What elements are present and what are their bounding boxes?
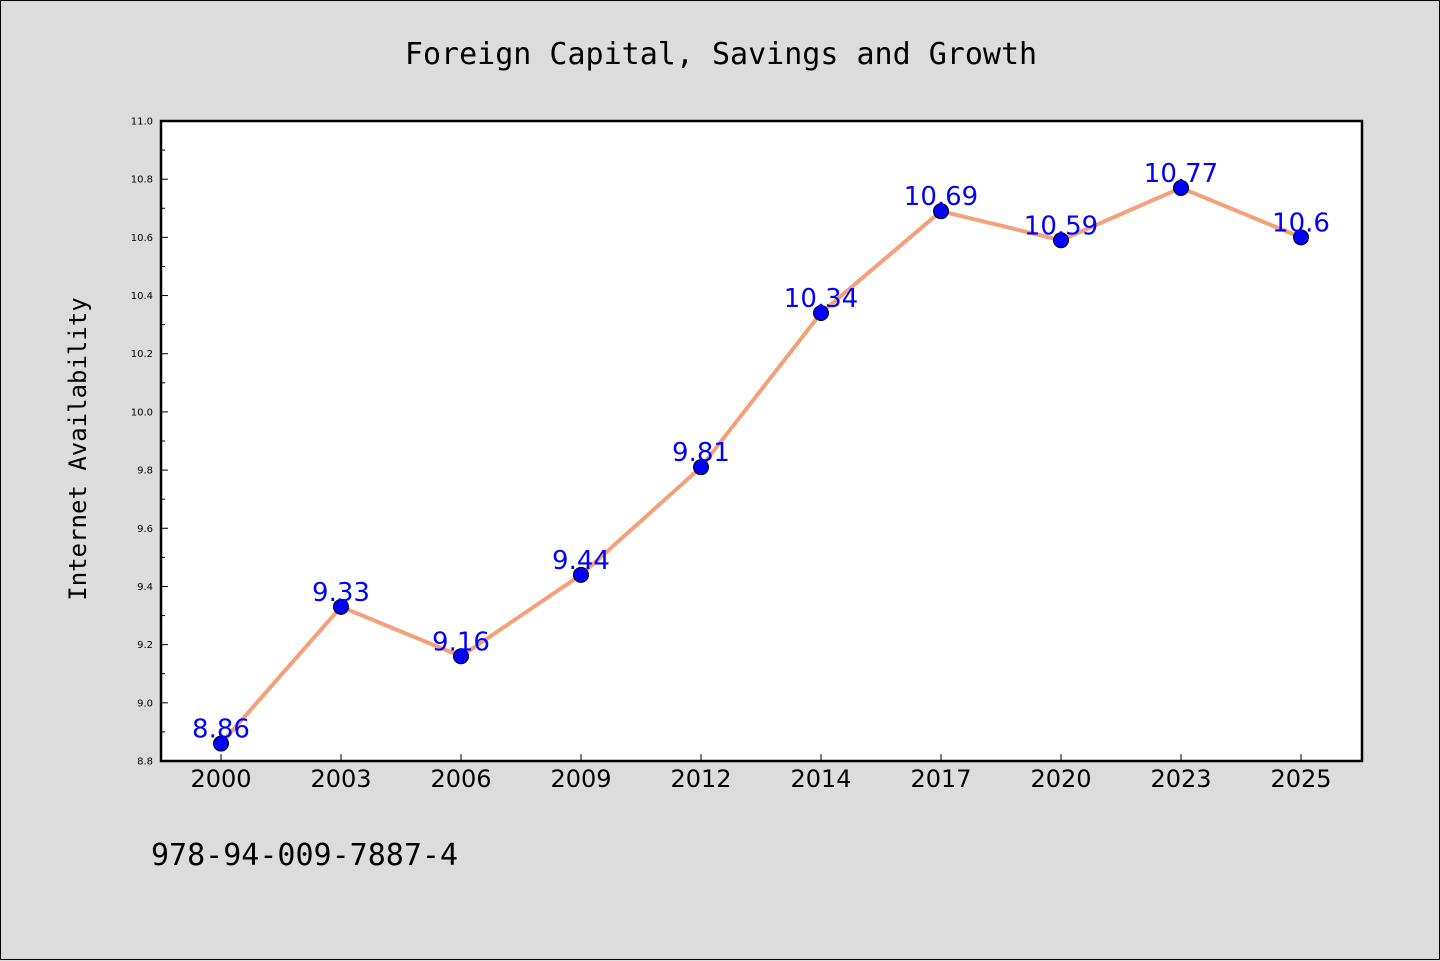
data-point (813, 305, 829, 321)
chart-title: Foreign Capital, Savings and Growth (405, 37, 1037, 72)
data-label: 10.59 (1024, 211, 1098, 241)
y-tick-label: 10.8 (131, 175, 153, 186)
data-point (1173, 179, 1189, 196)
series-line-group (213, 179, 1309, 752)
y-tick-label: 10.2 (131, 349, 153, 360)
data-point (573, 566, 589, 583)
data-label: 10.77 (1144, 159, 1218, 189)
series-line (219, 185, 1302, 745)
data-label: 9.33 (312, 578, 370, 608)
data-label: 10.6 (1272, 208, 1330, 238)
data-point (453, 648, 469, 665)
x-axis: 2000 2003 2006 2009 2012 2014 2017 2020 2023 2025 (190, 754, 1332, 793)
x-tick-label: 2000 (190, 765, 251, 793)
y-axis: 8.8 9.0 9.2 9.4 9.6 9.8 10.0 10.2 10.4 10.6 10.8 11… (131, 117, 168, 768)
y-tick-label: 10.6 (131, 233, 153, 244)
x-tick-label: 2003 (310, 765, 371, 793)
x-tick-label: 2006 (430, 765, 491, 793)
x-tick-label: 2012 (670, 765, 731, 793)
x-tick-label: 2009 (550, 765, 611, 793)
x-tick-label: 2017 (910, 765, 971, 793)
x-tick-label: 2025 (1270, 765, 1331, 793)
y-tick-label: 10.0 (131, 407, 153, 418)
x-tick-label: 2023 (1150, 765, 1211, 793)
x-tick-label: 2014 (790, 765, 851, 793)
y-tick-label: 11.0 (131, 117, 153, 128)
y-tick-label: 9.6 (137, 524, 153, 535)
data-label: 10.69 (904, 182, 978, 212)
y-tick-label: 10.4 (131, 291, 153, 302)
data-label: 9.16 (432, 627, 490, 657)
data-point (693, 459, 709, 476)
y-tick-label: 9.8 (137, 466, 153, 477)
data-point (213, 735, 229, 752)
footnote-isbn: 978-94-009-7887-4 (151, 838, 458, 873)
data-point (1053, 232, 1069, 249)
data-point (933, 203, 949, 220)
data-point (333, 598, 349, 615)
data-label: 9.81 (672, 438, 730, 468)
data-label: 10.34 (784, 284, 858, 314)
y-axis-label: Internet Availability (64, 297, 92, 600)
data-labels: 8.86 9.33 9.16 9.44 9.81 10.34 10.69 10.59 10.77… (192, 159, 1330, 745)
y-tick-label: 8.8 (137, 757, 153, 768)
y-tick-label: 9.0 (137, 698, 153, 709)
plot-area (159, 119, 1364, 763)
y-tick-label: 9.4 (137, 582, 153, 593)
data-point (1293, 229, 1309, 246)
x-tick-label: 2020 (1030, 765, 1091, 793)
y-tick-label: 9.2 (137, 640, 153, 651)
data-label: 8.86 (192, 715, 250, 745)
data-label: 9.44 (552, 546, 610, 576)
